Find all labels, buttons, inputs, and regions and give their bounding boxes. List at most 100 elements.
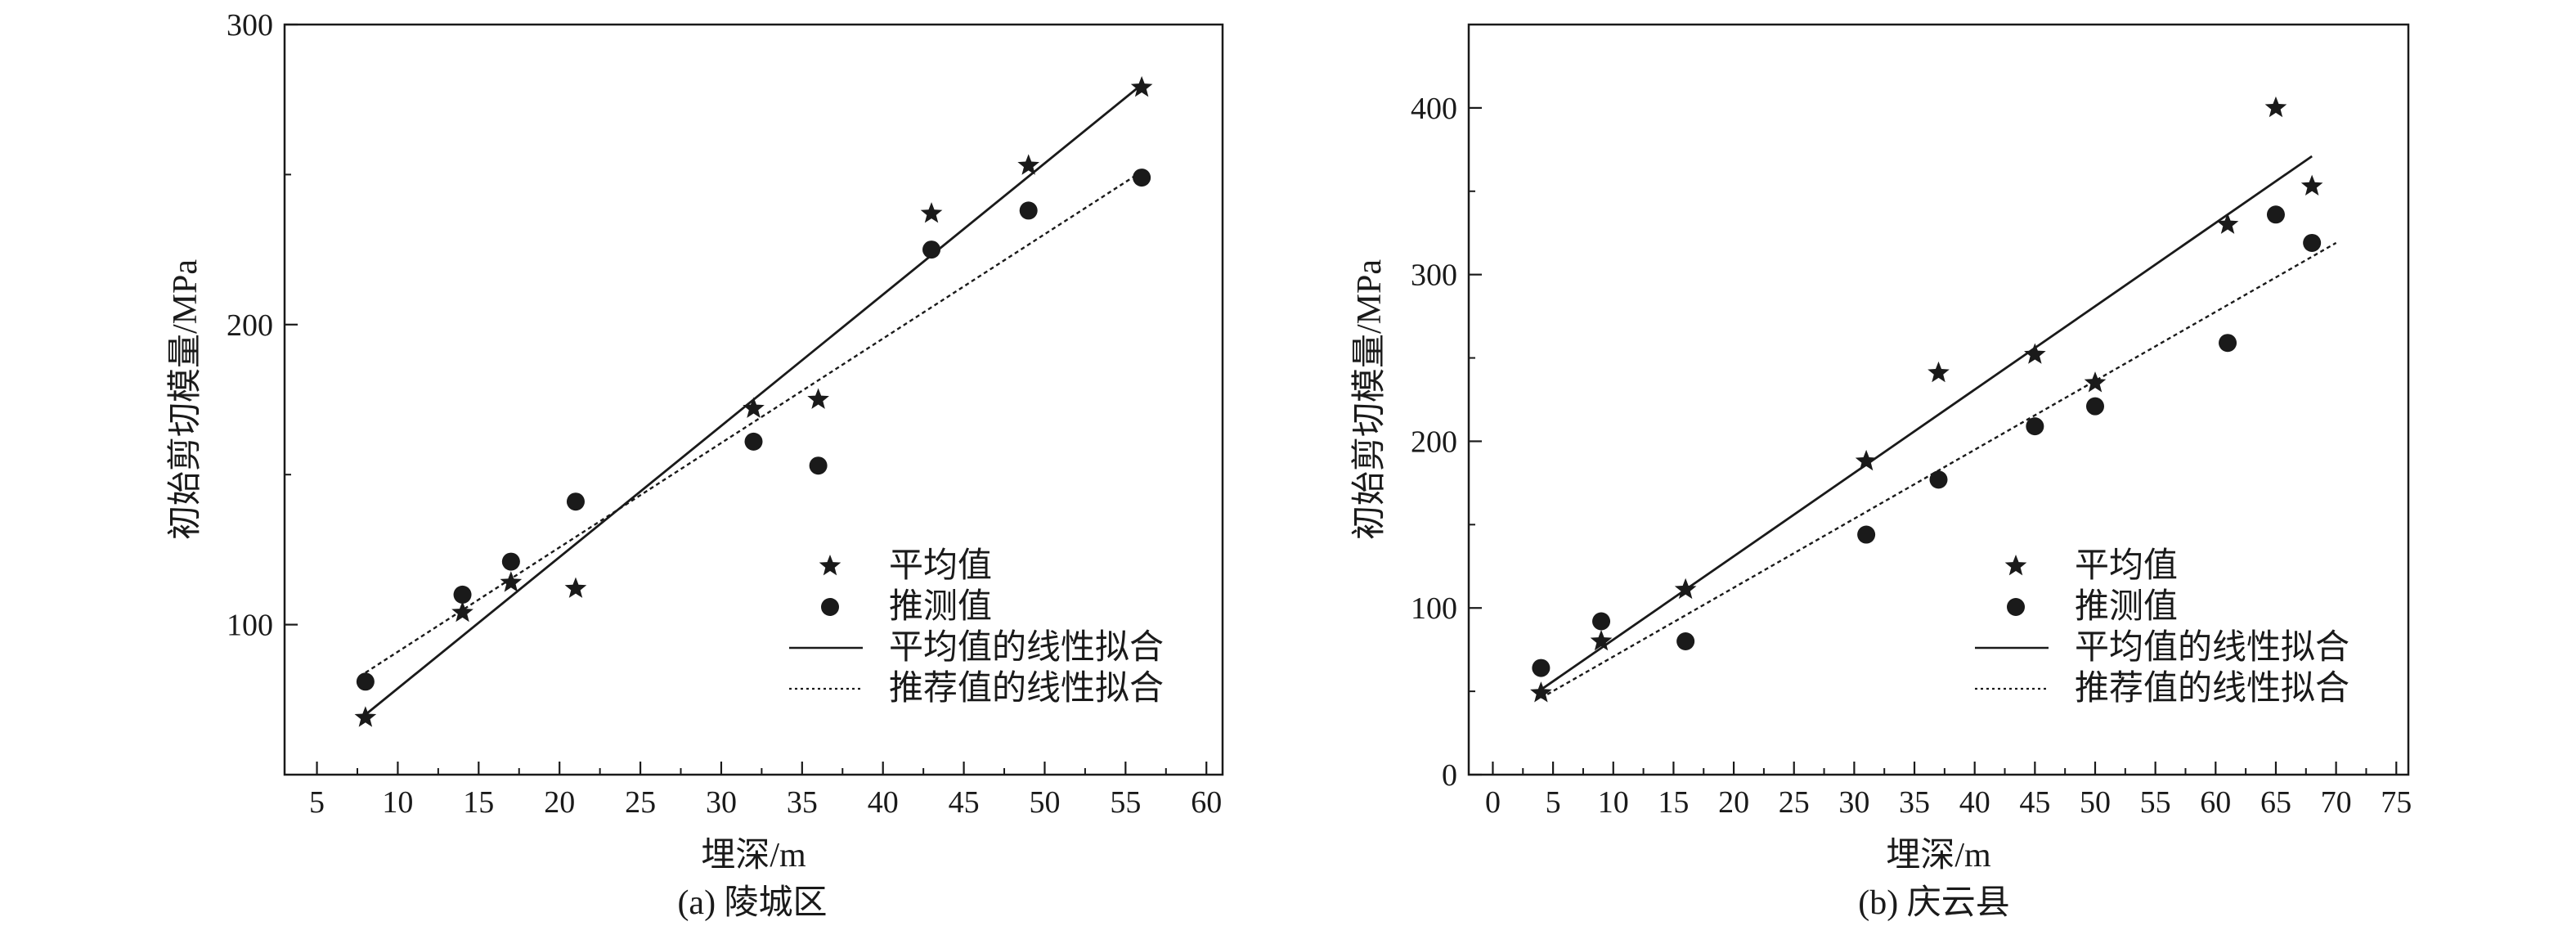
data-point-circle [1532,659,1551,677]
x-tick-label: 10 [1598,785,1629,820]
x-tick-label: 35 [1899,785,1930,820]
legend-label: 推测值 [889,588,992,626]
data-point-star [2300,174,2323,196]
panel-caption: (a) 陵城区 [677,884,827,922]
data-point-circle [1133,169,1151,187]
data-point-circle [2219,334,2237,353]
data-point-circle [2303,233,2322,252]
legend-label: 平均值的线性拟合 [889,629,1164,667]
y-tick-label: 200 [227,308,273,343]
legend-label: 平均值 [2075,547,2178,585]
data-point-star [500,571,523,592]
data-point-star [451,600,473,623]
x-tick-label: 15 [463,785,494,820]
data-point-star [1855,449,1878,471]
x-tick-label: 25 [1779,785,1810,820]
x-tick-label: 25 [625,785,656,820]
data-point-star [1928,361,1950,383]
x-tick-label: 55 [2140,785,2171,820]
data-point-circle [1592,612,1611,631]
y-axis-label: 初始剪切模量/MPa [1351,259,1389,540]
x-tick-label: 75 [2381,785,2412,820]
fit-line-average [364,83,1143,716]
data-point-star [2264,96,2287,118]
x-tick-label: 30 [1838,785,1869,820]
data-point-star [564,577,587,598]
x-tick-label: 50 [2080,785,2111,820]
data-point-circle [2086,397,2104,416]
x-tick-label: 10 [382,785,413,820]
data-point-circle [356,672,375,691]
data-point-star [2216,213,2239,234]
data-point-star [920,202,943,223]
fit-line-recommended [365,170,1142,674]
x-tick-label: 65 [2260,785,2291,820]
x-tick-label: 45 [2019,785,2050,820]
data-point-star [1017,154,1039,175]
data-point-star [1530,681,1552,703]
y-tick-label: 400 [1411,92,1457,126]
data-point-circle [1929,470,1948,489]
x-tick-label: 35 [787,785,818,820]
x-tick-label: 60 [2200,785,2231,820]
y-axis-label: 初始剪切模量/MPa [167,259,204,540]
legend-label: 平均值的线性拟合 [2075,629,2349,667]
x-tick-label: 50 [1029,785,1060,820]
data-point-star [1590,629,1613,651]
plot-frame [1467,23,2410,776]
legend-symbol-star [819,555,841,576]
y-tick-label: 300 [227,8,273,43]
plot-frame [283,23,1224,776]
x-tick-label: 20 [1718,785,1749,820]
x-tick-label: 55 [1110,785,1141,820]
x-tick-label: 60 [1191,785,1222,820]
data-point-circle [453,585,472,604]
legend-label: 推荐值的线性拟合 [2075,670,2349,708]
data-point-circle [1019,201,1038,220]
panel-caption: (b) 庆云县 [1858,884,2009,922]
data-point-star [2084,371,2107,393]
legend-label: 推荐值的线性拟合 [889,670,1164,708]
data-point-circle [1676,632,1695,650]
y-tick-label: 100 [1411,591,1457,626]
x-tick-label: 5 [309,785,325,820]
x-tick-label: 15 [1658,785,1689,820]
x-tick-label: 20 [544,785,575,820]
data-point-circle [501,552,520,571]
data-point-circle [566,492,585,511]
data-point-circle [922,240,941,259]
data-point-star [1130,76,1153,97]
legend-symbol-circle [2007,598,2025,616]
x-tick-label: 40 [1959,785,1990,820]
data-point-star [743,397,765,418]
x-tick-label: 70 [2321,785,2352,820]
data-point-circle [744,432,763,451]
y-tick-label: 0 [1442,758,1457,793]
chart-panel-a: 5 10 15 20 25 30 35 40 45 50 55 60 100 200 300 埋深/m 初始剪切… [167,8,1224,922]
x-tick-label: 0 [1485,785,1501,820]
data-point-circle [1857,525,1876,544]
y-tick-label: 100 [227,609,273,643]
data-point-circle [809,456,828,475]
fit-line-average [1540,155,2313,691]
x-axis-label: 埋深/m [701,837,806,874]
x-tick-label: 40 [868,785,899,820]
data-point-star [354,706,377,727]
legend-label: 平均值 [889,547,992,585]
legend-symbol-star [2004,555,2027,576]
x-axis-label: 埋深/m [1886,837,1991,874]
y-tick-label: 200 [1411,425,1457,459]
data-point-circle [2266,205,2285,224]
legend-symbol-circle [821,598,839,616]
data-point-star [2024,343,2046,364]
x-tick-label: 5 [1546,785,1561,820]
data-point-circle [2026,417,2044,436]
x-tick-label: 30 [706,785,737,820]
x-tick-label: 45 [949,785,980,820]
fit-line-recommended [1540,241,2337,699]
data-point-star [807,388,829,409]
chart-panel-b: 0 5 10 15 20 25 30 35 40 45 50 55 60 65 70 75 0 100 200 300… [1351,23,2412,922]
legend-label: 推测值 [2075,588,2178,626]
y-tick-label: 300 [1411,258,1457,293]
